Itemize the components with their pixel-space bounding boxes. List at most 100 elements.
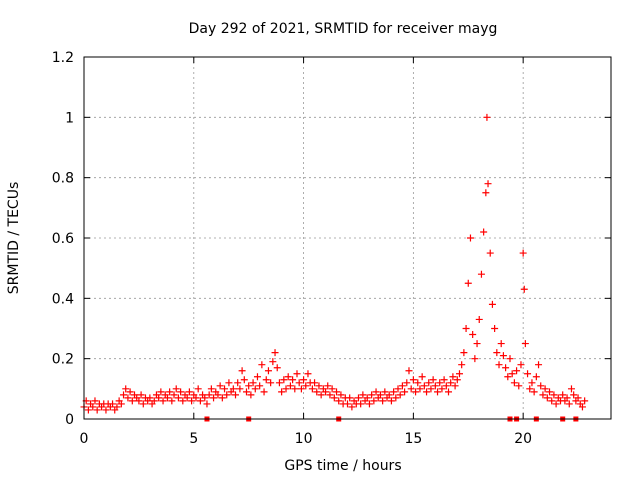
data-point [297, 385, 305, 393]
data-point [445, 388, 453, 396]
chart-title: Day 292 of 2021, SRMTID for receiver may… [189, 21, 498, 37]
data-point [526, 385, 534, 393]
data-point [528, 379, 536, 387]
data-point [245, 382, 253, 390]
data-point [535, 361, 543, 369]
plot-frame [83, 56, 612, 420]
data-point [519, 249, 527, 257]
data-point [475, 315, 483, 323]
data-point [322, 388, 330, 396]
data-point [232, 391, 240, 399]
data-point [550, 391, 558, 399]
data-point [414, 379, 422, 387]
data-point [462, 325, 470, 332]
data-point [409, 376, 417, 384]
data-point [196, 397, 204, 405]
data-point [84, 406, 92, 414]
data-point [532, 373, 540, 381]
x-tick-label: 10 [295, 431, 313, 447]
x-tick-label: 20 [514, 431, 532, 447]
data-point [192, 394, 200, 402]
data-point [271, 349, 279, 357]
data-point [508, 370, 516, 378]
data-point [328, 385, 336, 393]
data-point [273, 364, 281, 372]
data-point [218, 394, 226, 402]
data-point [381, 388, 389, 396]
data-point [183, 394, 191, 402]
data-point [365, 400, 373, 408]
data-point [504, 373, 512, 381]
data-point [451, 382, 459, 390]
data-point [201, 394, 209, 402]
x-axis-label: GPS time / hours [284, 458, 401, 474]
data-point [537, 382, 545, 390]
data-point [567, 385, 575, 393]
data-point [249, 379, 257, 387]
data-point [253, 373, 261, 381]
x-tick-label: 15 [404, 431, 422, 447]
data-point [256, 382, 264, 390]
data-point [570, 391, 578, 399]
data-point [302, 382, 310, 390]
data-point [93, 406, 101, 414]
data-point [300, 376, 308, 384]
data-point [442, 382, 450, 390]
data-point [207, 385, 215, 393]
data-point [502, 364, 510, 372]
data-point [333, 388, 341, 396]
data-point [139, 400, 147, 408]
data-point [159, 397, 167, 405]
data-point [229, 385, 237, 393]
data-point [216, 382, 224, 390]
data-point [155, 394, 163, 402]
data-point [491, 325, 499, 332]
data-point [89, 403, 97, 411]
data-point [401, 388, 409, 396]
data-points [80, 113, 589, 422]
axis-ticks: 0 0.2 0.4 0.6 0.8 1 1.2 0 5 10 15 20 [52, 50, 611, 447]
data-point [412, 388, 420, 396]
data-point [510, 379, 518, 387]
data-point [466, 234, 474, 242]
data-point [379, 397, 387, 405]
y-axis-label: SRMTID / TECUs [6, 182, 22, 295]
data-point [495, 361, 503, 369]
data-point [109, 400, 117, 408]
data-point [240, 376, 248, 384]
data-point [574, 394, 582, 402]
data-point [513, 367, 521, 375]
data-point [515, 382, 523, 390]
data-point [578, 403, 586, 411]
data-point [269, 358, 277, 366]
data-point [113, 403, 121, 411]
data-point [236, 385, 244, 393]
data-point [124, 394, 132, 402]
data-point [262, 376, 270, 384]
data-point [431, 382, 439, 390]
data-point [541, 385, 549, 393]
data-point [407, 385, 415, 393]
data-point [392, 394, 400, 402]
data-point [488, 300, 496, 308]
data-point [286, 382, 294, 390]
data-point [172, 385, 180, 393]
data-point [440, 376, 448, 384]
data-point [267, 379, 275, 387]
data-point [359, 391, 367, 399]
data-point [543, 394, 551, 402]
y-tick-label: 1 [65, 110, 74, 126]
data-point [179, 397, 187, 405]
y-tick-label: 1.2 [52, 50, 74, 66]
data-point [581, 397, 589, 405]
data-point [473, 340, 481, 348]
data-point [469, 331, 477, 339]
data-point [315, 382, 323, 390]
data-point [423, 388, 431, 396]
data-point [170, 391, 178, 399]
data-point [506, 355, 514, 363]
data-point [324, 382, 332, 390]
data-point [102, 406, 110, 414]
data-point [275, 379, 283, 387]
